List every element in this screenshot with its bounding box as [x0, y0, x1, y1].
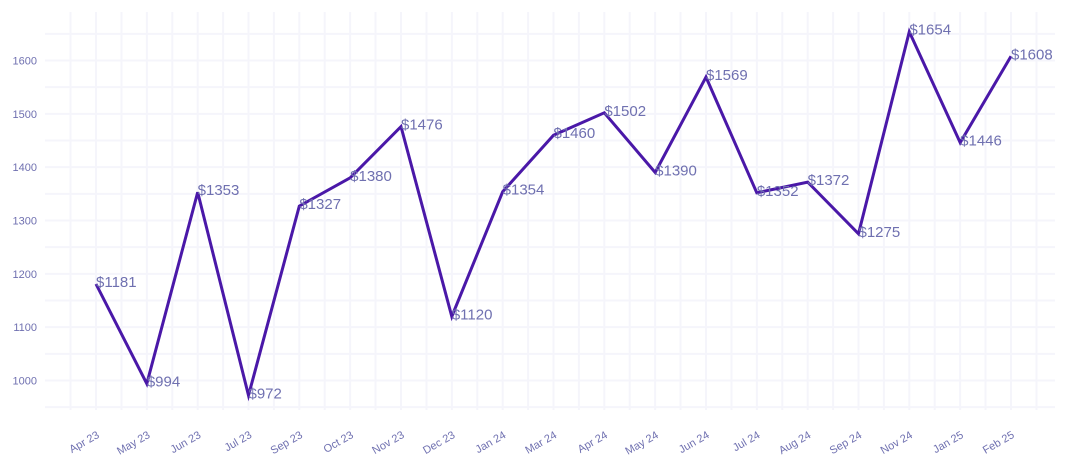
x-tick-label: May 24 [623, 429, 660, 457]
data-label: $1654 [909, 22, 951, 39]
y-tick-label: 1100 [13, 322, 37, 334]
y-tick-label: 1300 [13, 216, 37, 228]
grid [45, 12, 1055, 410]
y-axis-ticks: 1000 1100 1200 1300 1400 1500 1600 [13, 56, 37, 388]
y-tick-label: 1500 [13, 109, 37, 121]
data-label: $1120 [452, 307, 493, 324]
x-tick-label: Jan 25 [931, 429, 966, 456]
data-label: $994 [147, 374, 180, 391]
x-tick-label: Aug 24 [777, 429, 813, 457]
series-line [94, 27, 1013, 402]
data-label: $1353 [198, 182, 240, 199]
data-label: $1446 [960, 133, 1002, 150]
data-label: $1502 [604, 103, 646, 120]
x-tick-label: Sep 24 [828, 429, 864, 457]
data-label: $1608 [1011, 46, 1053, 63]
x-tick-label: Feb 25 [981, 429, 1017, 457]
data-label: $1354 [503, 182, 545, 199]
x-tick-label: Nov 23 [370, 429, 406, 457]
x-tick-label: Jul 24 [731, 429, 762, 454]
x-tick-label: Apr 24 [576, 429, 610, 456]
data-label: $1181 [96, 274, 137, 291]
x-tick-label: Jun 23 [169, 429, 204, 456]
data-label: $1460 [554, 125, 596, 142]
x-axis-ticks: Apr 23 May 23 Jun 23 Jul 23 Sep 23 Oct 23 Nov … [67, 429, 1016, 457]
data-labels: $1181 $994 $1353 $972 $1327 $1380 $1476 $1120 $1… [96, 22, 1053, 403]
data-label: $1380 [350, 168, 392, 185]
data-label: $1275 [859, 224, 901, 241]
data-label: $1327 [299, 196, 341, 213]
x-tick-label: Jul 23 [223, 429, 254, 454]
y-tick-label: 1000 [13, 376, 37, 388]
x-tick-label: Mar 24 [523, 429, 559, 457]
data-label: $1476 [401, 117, 443, 134]
x-tick-label: May 23 [115, 429, 152, 457]
x-tick-label: Jan 24 [474, 429, 509, 456]
x-tick-label: Apr 23 [67, 429, 101, 456]
data-label: $972 [249, 385, 282, 402]
data-label: $1569 [706, 67, 748, 84]
data-label: $1372 [808, 172, 850, 189]
y-tick-label: 1600 [13, 56, 37, 68]
x-tick-label: Nov 24 [879, 429, 915, 457]
x-tick-label: Jun 24 [677, 429, 712, 456]
x-tick-label: Sep 23 [269, 429, 305, 457]
y-tick-label: 1200 [13, 269, 37, 281]
series-layer [94, 27, 1013, 402]
data-label: $1352 [757, 183, 799, 200]
y-tick-label: 1400 [13, 162, 37, 174]
x-tick-label: Dec 23 [421, 429, 457, 457]
data-label: $1390 [655, 163, 697, 180]
x-tick-label: Oct 23 [322, 429, 356, 456]
